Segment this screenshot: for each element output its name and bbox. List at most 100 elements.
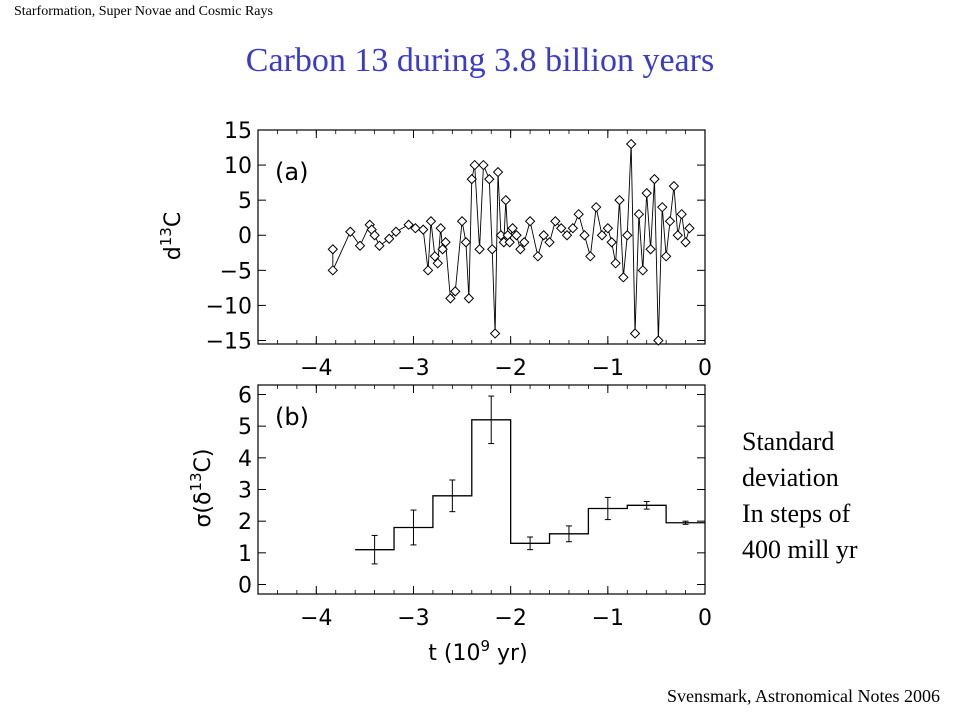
data-point [460,237,472,248]
data-point [463,293,475,304]
data-point [466,173,477,185]
data-point [544,237,555,248]
data-point [369,230,380,241]
data-point [641,187,652,199]
data-point [653,335,664,346]
data-point [390,226,402,237]
data-point [469,159,480,171]
data-point [567,223,579,234]
data-point [437,244,448,255]
y-tick-label: 0 [238,224,252,249]
side-note: Standard deviation In steps of 400 mill … [742,424,858,568]
data-point [432,258,443,269]
data-point [500,194,512,206]
data-point [486,244,498,255]
x-tick-label: −3 [397,606,429,631]
header-text: Starformation, Super Novae and Cosmic Ra… [14,4,273,19]
data-point [672,230,683,241]
data-point [645,244,656,255]
data-point [610,258,621,269]
footer-citation: Svensmark, Astronomical Notes 2006 [667,686,940,706]
panel-b-xlabel: t (109 yr) [428,637,527,666]
y-tick-label: 4 [238,447,252,472]
data-point [660,251,672,262]
data-point [684,223,695,234]
data-point [579,230,590,241]
data-point [524,216,536,227]
data-point [538,230,549,241]
side-note-line: deviation [742,463,839,492]
x-tick-label: −1 [592,606,624,631]
x-tick-label: −2 [494,356,526,381]
panel-a-ylabel-text: d13C [157,212,186,260]
panel-b-frame [257,384,706,595]
data-point [478,159,489,171]
side-note-line: 400 mill yr [742,535,858,564]
panel-b-ylabel: σ(δ13C) [187,448,216,527]
data-point [507,223,518,234]
data-point [622,230,633,241]
y-tick-label: −5 [220,259,252,284]
data-point [417,224,429,235]
data-point [435,223,446,234]
y-tick-label: 10 [224,154,252,179]
data-point [519,237,530,248]
data-point [425,216,437,227]
step-line [355,419,705,551]
data-point [511,230,522,241]
data-point [484,173,495,185]
y-tick-label: 6 [238,384,252,409]
panel-b: (b) σ(δ13C) t (109 yr) −4 −3 −2 −1 0 0 1 2 3 4 5 6 [187,384,712,667]
panel-a-label: (a) [275,158,308,186]
x-tick-label: −4 [300,356,332,381]
data-point [602,223,614,234]
data-point [410,223,421,234]
y-tick-label: 1 [238,542,252,567]
data-point [440,237,451,248]
data-point [561,230,573,241]
x-tick-label: −4 [300,606,332,631]
panel-b-ylabel-text: σ(δ13C) [187,448,216,527]
data-point [606,237,617,248]
data-point [637,265,649,276]
data-point [633,208,645,220]
panel-a-frame [257,129,706,345]
data-point [625,138,637,150]
x-tick-label: −1 [592,356,624,381]
data-point [618,272,629,283]
y-tick-label: 3 [238,479,252,504]
data-point [585,251,596,262]
data-point [596,230,608,241]
y-tick-label: 0 [238,574,252,599]
data-point [495,230,507,241]
x-tick-label: 0 [698,606,712,631]
y-tick-label: 5 [238,189,252,214]
x-tick-label: 0 [698,356,712,381]
data-point [680,237,691,248]
data-point [532,251,544,262]
data-point [515,244,526,255]
data-point [474,244,485,255]
y-tick-label: 15 [224,119,252,144]
y-tick-label: −10 [206,294,252,319]
panel-b-xlabel-text: t (109 yr) [428,637,527,666]
data-point [629,328,641,339]
data-point [354,240,366,251]
data-point [668,180,680,192]
data-point [504,237,515,248]
data-point [345,226,356,237]
data-point [492,166,504,178]
data-point [489,328,501,339]
data-point [327,265,339,276]
panel-b-label: (b) [275,403,309,431]
panel-a-ylabel: d13C [157,212,186,260]
data-point [403,219,414,230]
data-point [550,216,561,227]
side-note-line: Standard [742,427,835,456]
data-point [657,201,668,213]
data-point [676,208,687,220]
x-tick-label: −2 [494,606,526,631]
data-point [590,201,602,213]
data-point [573,208,584,220]
data-point [374,240,385,251]
